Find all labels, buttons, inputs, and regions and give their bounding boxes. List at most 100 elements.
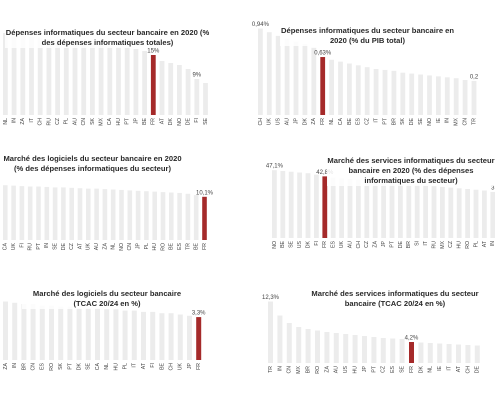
chart-1-tick-label: SE — [203, 117, 209, 124]
chart-3-bar-in — [44, 186, 50, 240]
chart-2-bar-sk — [400, 72, 406, 115]
chart-3-tick-label: CA — [3, 242, 9, 250]
chart-1-tick-label: CZ — [55, 118, 61, 125]
chart-4-tick-label: NO — [272, 241, 278, 249]
chart-6-bar-dk — [418, 342, 424, 363]
chart-4-tick-label: PT — [389, 240, 395, 247]
chart-3-tick-label: BE — [194, 242, 200, 249]
chart-4-bar-es — [330, 177, 336, 238]
chart-1-bar-de — [185, 69, 191, 115]
chart-1-bar-au — [72, 42, 78, 116]
chart-5-tick-label: UK — [178, 362, 184, 370]
chart-2-bar-tr — [471, 80, 477, 115]
chart-2-tick-label: IE — [436, 117, 442, 122]
chart-1-bar-cn — [81, 43, 87, 115]
chart-1-bar-nl — [3, 33, 8, 115]
chart-4-tick-label: CH — [356, 241, 362, 249]
chart-4-tick-label: ZA — [373, 240, 379, 247]
chart-3-tick-label: CN — [127, 243, 133, 251]
chart-4-tick-label: CZ — [364, 241, 370, 248]
chart-4-bar-ro — [465, 189, 470, 238]
chart-1-tick-label: DE — [185, 117, 191, 125]
chart-3-tick-label: UK — [86, 242, 92, 250]
chart-3-bar-uk — [11, 185, 16, 240]
chart-5-bar-cn — [30, 304, 36, 360]
chart-1-tick-label: HU — [116, 118, 122, 126]
chart-3-bar-tr — [185, 193, 191, 240]
chart-2-bar-mx — [453, 78, 459, 115]
chart-4-bar-fi — [314, 174, 319, 238]
chart-4-bar-hu — [456, 188, 462, 238]
chart-3-tick-label: PT — [36, 242, 42, 249]
chart-2-bar-be — [347, 63, 352, 115]
chart-2-tick-label: ZA — [311, 117, 317, 124]
chart-5-bar-dk — [76, 308, 82, 360]
chart-1-tick-label: MX — [98, 117, 104, 125]
chart-6-tick-label: IE — [437, 365, 443, 370]
chart-2-tick-label: BR — [391, 118, 397, 125]
chart-2-tick-label: TR — [471, 118, 477, 125]
chart-2-bar-fr — [320, 57, 326, 115]
chart-1-plot: NL IN ZA IT CH RU CZ PL AU CN SK MX CA HU PT JP BE FR 15% A… — [3, 33, 209, 126]
chart-6-bar-de — [474, 345, 480, 363]
chart-2-tick-label: NL — [329, 118, 335, 125]
chart-4-tick-label: IN — [490, 241, 495, 246]
chart-2-tick-label: IN — [445, 118, 451, 123]
chart-2-bar-jp — [293, 41, 299, 115]
chart-3-tick-label: RU — [28, 243, 34, 251]
chart-1-bar-jp — [133, 49, 139, 115]
chart-2-tick-label: JP — [293, 117, 299, 124]
chart-5-tick-label: CA — [95, 362, 101, 370]
chart-2-tick-label: CN — [462, 118, 468, 126]
chart-panel-1: NL IN ZA IT CH RU CZ PL AU CN SK MX CA HU PT JP BE FR 15% A… — [0, 0, 230, 130]
chart-4-bar-br — [406, 184, 412, 238]
chart-6-bar-mx — [296, 327, 302, 363]
chart-2-bar-no — [427, 75, 432, 115]
chart-4-tick-label: JP — [381, 240, 387, 247]
chart-1-tick-label: FR — [151, 118, 157, 125]
chart-1-tick-label: PT — [125, 117, 131, 124]
chart-4-bar-cz — [364, 180, 370, 238]
chart-3-bar-jp — [135, 190, 141, 240]
chart-5-tick-label: SE — [86, 362, 92, 369]
chart-1-bar-ca — [107, 46, 113, 116]
chart-1-tick-label: CH — [38, 118, 44, 126]
chart-3-tick-label: NL — [111, 243, 117, 250]
chart-3-bar-fr — [202, 196, 207, 240]
chart-4-bar-in — [490, 191, 495, 238]
chart-2-tick-label: CH — [258, 118, 264, 126]
chart-6-bar-nl — [427, 343, 433, 363]
chart-6-plot: TR 12,3% IN CN MX BR RO ZA AU US HU JP PT CZ ES SE FR 4,2… — [262, 295, 481, 374]
chart-1-bar-pt — [124, 47, 130, 115]
chart-1-tick-label: RU — [46, 118, 52, 126]
chart-5-tick-label: FI — [150, 363, 156, 368]
chart-5-tick-label: CN — [30, 363, 36, 371]
chart-6-bar-in — [277, 315, 283, 363]
chart-1-tick-label: IT — [29, 117, 35, 122]
chart-2-data-label: 0,94% — [252, 22, 270, 28]
chart-1-bar-za — [20, 35, 26, 115]
chart-1-bar-se — [203, 83, 208, 115]
chart-5-bar-pt — [67, 306, 73, 360]
chart-3-bar-ca — [3, 185, 8, 240]
chart-2-plot: CH 0,94% UK US AU JP DK ZA FR 0,63% NL CA BE ES CZ IT PT… — [252, 22, 479, 126]
chart-3-tick-label: RO — [160, 243, 166, 251]
chart-2-bar-nl — [329, 59, 334, 115]
chart-4-bar-it — [423, 185, 428, 238]
chart-panel-6: TR 12,3% IN CN MX BR RO ZA AU US HU JP PT CZ ES SE FR 4,2… — [255, 275, 495, 400]
chart-2-bar-it — [373, 69, 379, 115]
chart-2-bar-se — [418, 74, 423, 115]
chart-1-bar-be — [142, 51, 147, 115]
chart-5-bar-es — [39, 305, 45, 360]
chart-4-tick-label: FR — [322, 241, 328, 248]
chart-1-title: Dépenses informatiques du secteur bancai… — [5, 28, 210, 48]
chart-5-tick-label: RO — [49, 363, 55, 371]
chart-1-tick-label: CN — [81, 118, 87, 126]
chart-4-bar-mx — [440, 186, 445, 238]
chart-4-data-label: 42,8% — [316, 170, 334, 176]
chart-3-tick-label: CZ — [69, 243, 75, 250]
chart-4-bar-be — [280, 171, 286, 238]
chart-5-bar-se — [85, 308, 91, 360]
chart-2-bar-ie — [436, 76, 441, 115]
chart-5-bar-hu — [113, 309, 119, 360]
